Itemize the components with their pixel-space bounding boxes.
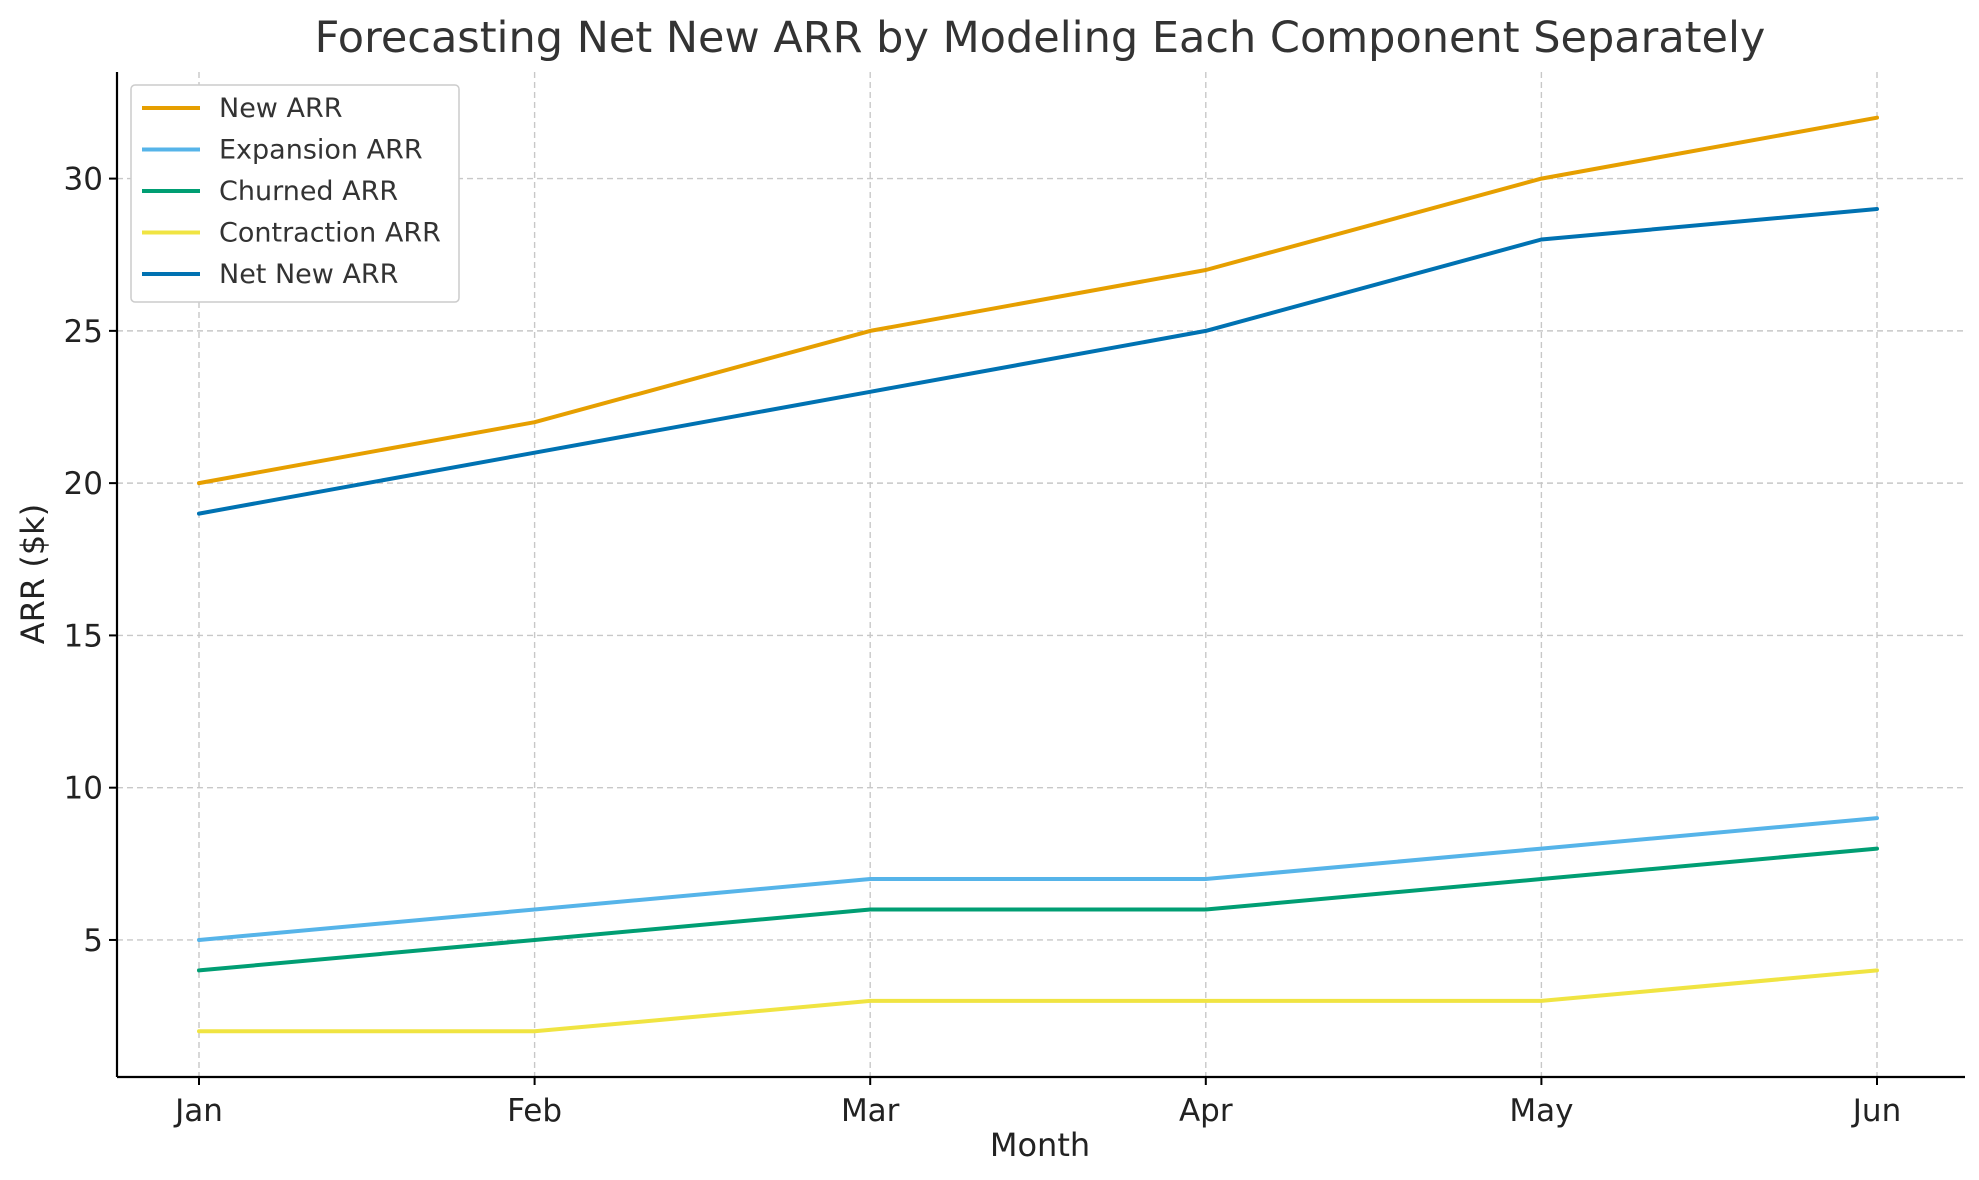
y-ticks: 5 10 15 20 25 30 (64, 162, 117, 959)
x-ticks: Jan Feb Mar Apr May Jun (173, 1077, 1901, 1129)
legend-label-expansion-arr: Expansion ARR (219, 135, 423, 166)
x-tick-label: Jan (173, 1093, 223, 1129)
x-axis-label: Month (990, 1126, 1090, 1164)
series-line-expansion-arr (197, 816, 1879, 942)
grid (117, 72, 1965, 1077)
x-tick-label: Jun (1851, 1093, 1901, 1129)
series-line-churned-arr (197, 846, 1879, 973)
legend-label-new-arr: New ARR (219, 93, 342, 124)
y-tick-label: 30 (64, 162, 103, 198)
y-tick-label: 10 (64, 771, 103, 807)
series-line-new-arr (197, 115, 1879, 486)
y-tick-label: 20 (64, 466, 103, 502)
series-line-contraction-arr (197, 968, 1879, 1034)
x-tick-label: Mar (841, 1093, 900, 1129)
legend-label-contraction-arr: Contraction ARR (219, 218, 441, 249)
series-line-net-new-arr (197, 207, 1879, 516)
legend-label-churned-arr: Churned ARR (219, 176, 398, 207)
legend: New ARR Expansion ARR Churned ARR Contracti… (130, 84, 460, 303)
legend-label-net-new-arr: Net New ARR (219, 259, 398, 290)
axes (115, 72, 1965, 1079)
y-tick-label: 25 (64, 314, 103, 350)
legend-frame (130, 84, 460, 303)
x-tick-label: Feb (507, 1093, 562, 1129)
y-tick-label: 15 (64, 618, 103, 654)
y-axis-label: ARR ($k) (14, 504, 52, 644)
y-tick-label: 5 (83, 923, 103, 959)
chart-title: Forecasting Net New ARR by Modeling Each… (315, 13, 1766, 63)
x-tick-label: Apr (1179, 1093, 1233, 1129)
series-lines (197, 115, 1879, 1034)
x-tick-label: May (1509, 1093, 1573, 1129)
